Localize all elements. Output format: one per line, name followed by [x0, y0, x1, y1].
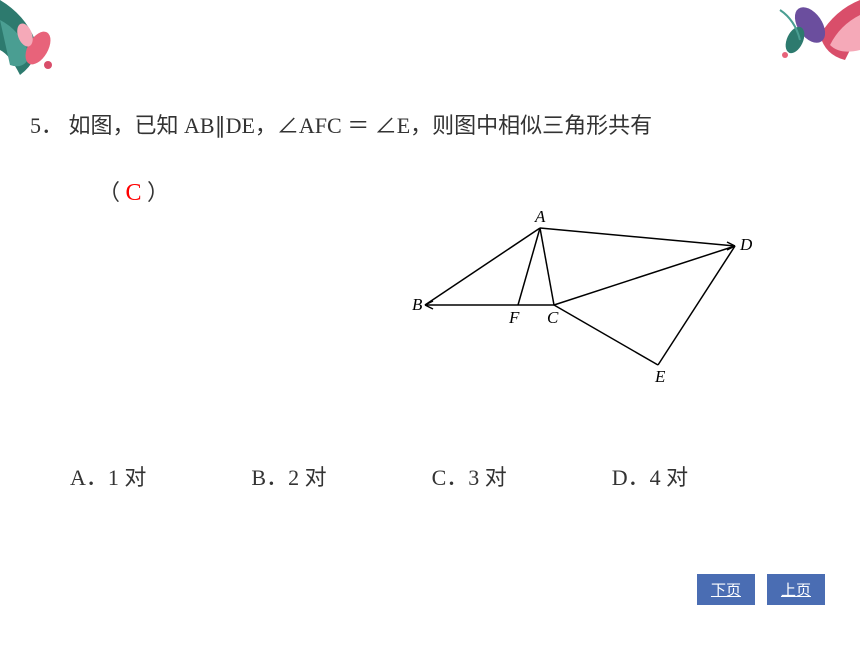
nav-buttons: 下页 上页 [697, 574, 825, 605]
question-number: 5． [30, 113, 63, 138]
parallel-symbol: ∥ [215, 113, 226, 138]
decoration-top-right [750, 0, 860, 90]
question-area: 5． 如图，已知 AB∥DE，∠AFC ＝ ∠E，则图中相似三角形共有 （ C … [30, 108, 830, 207]
option-d: D．4 对 [612, 460, 688, 492]
svg-text:F: F [508, 308, 520, 327]
svg-text:B: B [412, 295, 423, 314]
option-a: A．1 对 [70, 460, 146, 492]
geometry-diagram: ABCDEF [405, 210, 760, 380]
svg-text:C: C [547, 308, 559, 327]
svg-text:A: A [534, 210, 546, 226]
question-text-mid: DE，∠AFC ＝ ∠E，则图中相似三角形共有 [226, 113, 653, 138]
question-text-prefix: 如图，已知 AB [69, 113, 215, 138]
answer-value: C [126, 180, 142, 206]
option-c: C．3 对 [432, 460, 507, 492]
answer-close-paren: ） [147, 180, 169, 205]
question-text: 5． 如图，已知 AB∥DE，∠AFC ＝ ∠E，则图中相似三角形共有 [30, 108, 830, 143]
options-area: A．1 对 B．2 对 C．3 对 D．4 对 [70, 460, 830, 492]
answer-line: （ C ） [98, 175, 830, 207]
svg-text:D: D [739, 235, 753, 254]
next-page-button[interactable]: 下页 [697, 574, 755, 605]
decoration-top-left [0, 0, 90, 90]
answer-open-paren: （ [98, 180, 120, 205]
prev-page-button[interactable]: 上页 [767, 574, 825, 605]
option-b: B．2 对 [251, 460, 326, 492]
svg-text:E: E [654, 367, 666, 386]
